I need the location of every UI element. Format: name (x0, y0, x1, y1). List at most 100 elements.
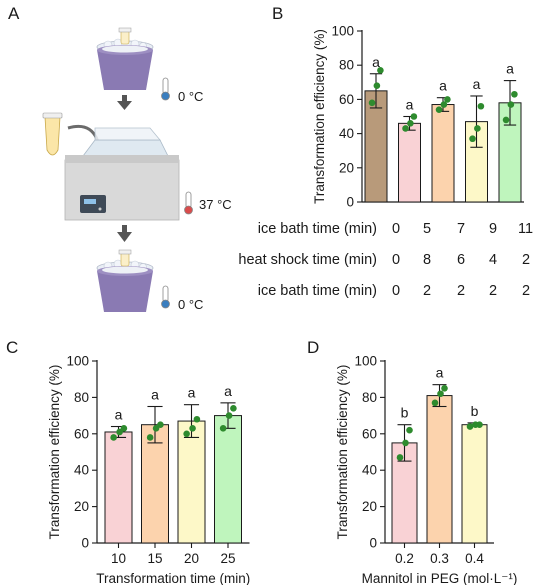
data-point (431, 399, 439, 407)
significance-letter: a (436, 365, 444, 381)
data-point (189, 425, 196, 432)
x-tick-label: 0.2 (395, 551, 414, 566)
y-axis-label: Transformation efficiency (%) (312, 29, 327, 204)
x-tick-label: 10 (111, 551, 126, 566)
y-tick-label: 20 (339, 160, 354, 175)
data-point (502, 116, 510, 124)
microtube-icon (42, 112, 63, 156)
data-point (377, 67, 384, 74)
y-tick-label: 40 (74, 463, 89, 478)
significance-letter: a (188, 385, 196, 401)
bar (104, 431, 133, 544)
thermometer-icon (161, 77, 170, 101)
temperature-label-1: 0 °C (178, 89, 204, 104)
data-point (157, 421, 164, 428)
data-point (402, 439, 409, 447)
y-tick-label: 20 (362, 499, 377, 514)
x-tick-label: 15 (147, 551, 162, 566)
data-point (183, 430, 190, 438)
condition-value: 11 (518, 221, 534, 237)
y-tick-label: 80 (74, 390, 89, 405)
y-tick-label: 100 (354, 354, 377, 369)
data-point (368, 99, 376, 107)
condition-value: 2 (423, 283, 432, 299)
thermometer-icon (161, 285, 170, 309)
x-tick-label: 0.3 (430, 551, 449, 566)
condition-value: 2 (489, 283, 498, 299)
significance-letter: b (401, 405, 409, 421)
panel-letter-c: C (6, 338, 19, 357)
condition-value: 2 (457, 283, 466, 299)
significance-letter: a (115, 407, 123, 423)
water-bath-icon (64, 127, 180, 221)
significance-letter: a (224, 383, 232, 399)
condition-row-label: ice bath time (min) (257, 283, 377, 299)
data-point (230, 405, 237, 412)
bar (426, 395, 453, 544)
bar (141, 424, 169, 544)
significance-letter: b (471, 403, 479, 419)
condition-value: 0 (392, 283, 401, 299)
data-point (477, 102, 485, 110)
significance-letter: a (439, 78, 447, 94)
condition-value: 2 (522, 252, 531, 268)
arrow-down-icon (117, 95, 132, 110)
data-point (146, 434, 154, 441)
y-tick-label: 60 (362, 426, 377, 441)
y-tick-label: 60 (74, 426, 89, 441)
x-tick-label: 20 (184, 551, 199, 566)
data-point (406, 426, 413, 434)
panel-letter-d: D (307, 338, 320, 357)
condition-value: 0 (392, 221, 401, 237)
y-axis-label: Transformation efficiency (%) (47, 365, 62, 540)
data-point (466, 423, 474, 430)
data-point (476, 421, 483, 428)
condition-value: 0 (392, 252, 401, 268)
y-tick-label: 100 (331, 24, 354, 39)
condition-value: 2 (522, 283, 531, 299)
y-axis-label: Transformation efficiency (%) (335, 365, 350, 540)
data-point (435, 106, 443, 113)
data-point (444, 96, 451, 103)
chart-c: 0 20 40 60 80 100 Transformation efficiency (%… (47, 354, 250, 586)
protocol-illustration (42, 27, 193, 312)
bar (461, 424, 488, 544)
microtube-icon (118, 27, 132, 45)
temperature-label-2: 37 °C (199, 197, 232, 212)
data-point (116, 428, 123, 436)
x-tick-label: 0.4 (465, 551, 484, 566)
data-point (110, 434, 117, 441)
y-tick-label: 40 (362, 463, 377, 478)
y-tick-label: 100 (66, 354, 89, 369)
y-tick-label: 20 (74, 499, 89, 514)
data-point (507, 101, 515, 108)
data-point (410, 113, 418, 120)
data-point (469, 135, 476, 143)
condition-row-label: ice bath time (min) (257, 221, 377, 237)
ice-bucket-icon (96, 259, 154, 312)
panel-letter-b: B (272, 4, 284, 23)
data-point (474, 125, 481, 132)
chart-b: 0 20 40 60 80 100 Transformation efficiency (%… (312, 24, 524, 210)
data-point (219, 425, 227, 432)
significance-letter: a (406, 97, 414, 113)
data-point (437, 390, 444, 398)
significance-letter: a (372, 54, 380, 70)
x-axis-label: Transformation time (min) (96, 571, 250, 585)
arrow-down-icon (117, 225, 132, 242)
condition-table: ice bath time (min) 0 5 7 9 11 heat shoc… (225, 215, 550, 305)
bar (398, 122, 421, 203)
y-tick-label: 80 (362, 390, 377, 405)
y-tick-label: 0 (81, 536, 89, 551)
bar (431, 104, 455, 203)
condition-row: ice bath time (min) 0 2 2 2 2 (225, 283, 550, 305)
condition-value: 9 (489, 221, 498, 237)
condition-value: 8 (423, 252, 432, 268)
significance-letter: a (506, 61, 514, 77)
data-point (225, 412, 233, 419)
data-point (193, 415, 201, 423)
temperature-label-3: 0 °C (178, 297, 204, 312)
data-point (441, 385, 448, 392)
data-point (373, 82, 381, 90)
bar (214, 415, 242, 544)
